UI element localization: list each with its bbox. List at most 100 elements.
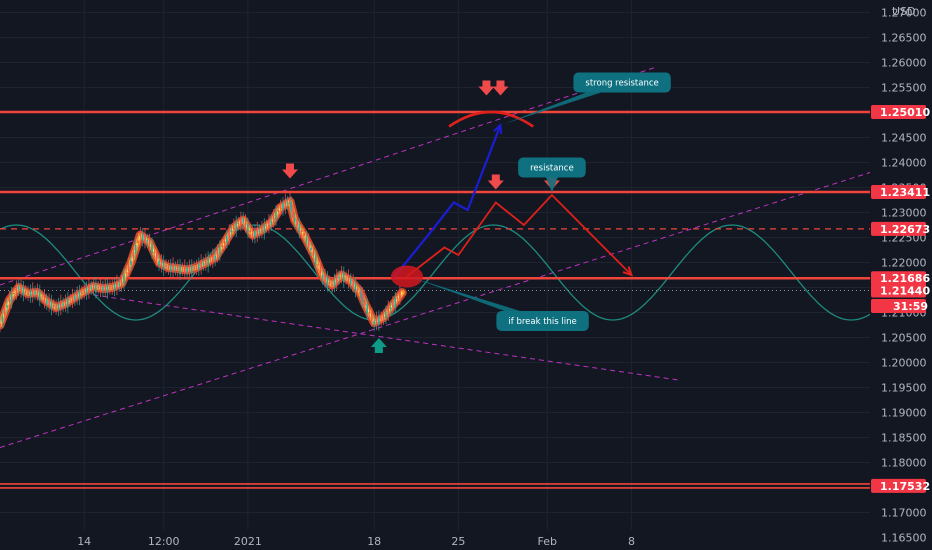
time-tick-label: 8 (628, 535, 635, 548)
candle-body (384, 311, 387, 318)
price-tick-label: 1.25500 (881, 82, 927, 95)
candle-body (8, 297, 11, 303)
annotation-callout: resistance (518, 157, 586, 193)
down-arrow-icon (478, 80, 495, 96)
price-tick-label: 1.27000 (881, 7, 927, 20)
candle-body (347, 275, 350, 283)
candle-body (377, 316, 380, 325)
candle-body (290, 202, 293, 212)
candle-body (134, 245, 137, 254)
breakout-marker (390, 265, 423, 288)
price-tag-box (871, 283, 926, 298)
candle-body (359, 290, 362, 294)
candle-body (66, 297, 69, 308)
candle-body (272, 215, 275, 222)
candle-body (78, 290, 81, 300)
candle-body (279, 205, 282, 209)
candle-body (314, 255, 317, 265)
candle-body (300, 230, 303, 233)
candle-body (0, 323, 1, 327)
candle-body (232, 224, 235, 230)
candle-body (389, 307, 392, 310)
candle-body (399, 291, 401, 299)
time-axis[interactable]: 14 12:00 2021 18 25 Feb 8 (77, 535, 635, 548)
candle-body (317, 264, 319, 266)
candle-body (216, 250, 219, 257)
candle-body (333, 279, 336, 287)
price-tick-label: 1.20000 (881, 357, 927, 370)
candle-body (17, 285, 20, 290)
candle-body (256, 227, 259, 237)
candle-body (172, 263, 174, 272)
horizontal-levels (0, 110, 870, 489)
candle-body (286, 202, 289, 205)
candle-body (190, 265, 193, 274)
annotation-callout: if break this line (411, 277, 589, 331)
candle-body (69, 299, 72, 301)
candle-body (242, 218, 245, 223)
candle-body (207, 257, 210, 267)
price-tick-label: 1.18000 (881, 457, 927, 470)
candle-body (22, 286, 25, 296)
candle-body (352, 280, 355, 287)
candle-body (363, 300, 366, 306)
candle-body (36, 289, 39, 295)
candle-body (370, 313, 373, 321)
candle-body (130, 260, 132, 265)
candle-body (64, 300, 67, 306)
candle-body (360, 292, 363, 299)
candle-body (292, 211, 295, 219)
candle-body (321, 274, 324, 279)
channel-line (0, 67, 655, 286)
candle-body (284, 199, 287, 209)
candle-body (270, 220, 273, 225)
candle-body (158, 260, 160, 265)
candle-body (275, 211, 277, 220)
candle-body (162, 261, 165, 270)
price-tick-label: 1.23000 (881, 207, 927, 220)
annotation-text: if break this line (508, 317, 576, 327)
candle-body (24, 290, 27, 293)
candle-body (120, 280, 123, 286)
candle-body (1, 316, 4, 323)
candle-body (34, 291, 36, 294)
candle-body (263, 224, 266, 234)
candle-body (340, 272, 343, 278)
candle-body (151, 243, 153, 253)
candle-body (167, 265, 170, 269)
candle-body (148, 239, 151, 245)
candle-body (97, 286, 100, 288)
price-tick-label: 1.24500 (881, 132, 927, 145)
candle-body (247, 223, 249, 233)
candle-body (188, 265, 191, 273)
currency-label[interactable]: USD (892, 5, 916, 18)
time-axis-background (0, 530, 870, 550)
projection-blue (392, 124, 502, 280)
candle-body (282, 203, 284, 210)
candle-body (87, 284, 90, 293)
price-tick-label: 1.19000 (881, 407, 927, 420)
candle-body (319, 266, 322, 274)
candle-body (249, 230, 252, 233)
candle-body (368, 312, 371, 314)
channel-lines (0, 67, 871, 448)
resistance-arc (448, 110, 534, 128)
price-tick-label: 1.26500 (881, 32, 927, 45)
candle-body (20, 285, 22, 292)
price-tick-label: 1.18500 (881, 432, 927, 445)
candle-body (127, 263, 130, 271)
candle-body (254, 231, 256, 238)
candle-body (223, 240, 226, 244)
candle-body (59, 300, 62, 310)
candle-body (202, 262, 205, 265)
projection-red (406, 193, 633, 278)
candle-body (209, 259, 212, 261)
candle-body (52, 304, 55, 307)
candle-body (349, 279, 352, 284)
candle-body (90, 286, 93, 289)
down-arrow-icon (487, 174, 504, 190)
candle-body (200, 260, 203, 269)
candle-body (328, 281, 331, 284)
annotation-callout: strong resistance (505, 72, 671, 124)
